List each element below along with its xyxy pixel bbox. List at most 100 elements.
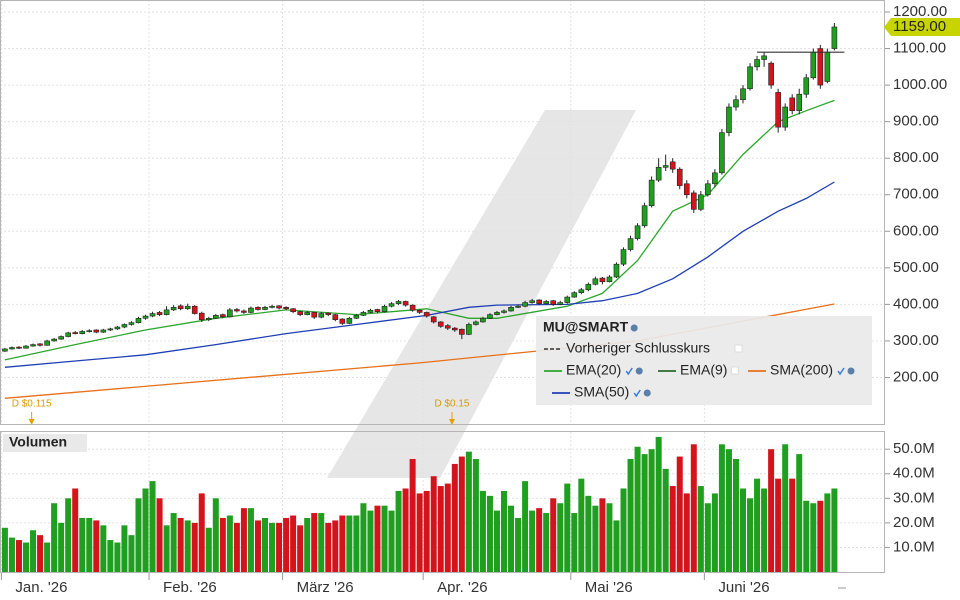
volume-bar [395, 490, 402, 572]
candle-body [627, 238, 634, 250]
volume-bar [30, 530, 37, 572]
candle-body [796, 93, 803, 111]
candle-body [494, 312, 500, 315]
candle-body [501, 310, 507, 313]
volume-bar [775, 478, 782, 572]
volume-bar [276, 522, 283, 572]
volume-bar [437, 486, 444, 572]
candle-body [423, 312, 430, 317]
volume-bar [262, 517, 269, 572]
legend-label: SMA(50) [574, 384, 629, 400]
volume-bar [465, 451, 472, 572]
candle-body [135, 317, 142, 323]
candle-body [487, 314, 493, 319]
volume-bar [634, 446, 641, 572]
legend-check [625, 367, 633, 376]
volume-bar [381, 505, 388, 572]
volume-bar [177, 517, 184, 572]
candle-body [149, 313, 156, 317]
volume-bar [486, 495, 493, 572]
volume-bar [240, 508, 247, 572]
volume-bar [374, 505, 381, 572]
candle-body [578, 289, 585, 293]
volume-bar [585, 495, 592, 572]
candle-body [817, 48, 824, 86]
price-panel-border [0, 0, 885, 425]
candle-body [262, 307, 268, 310]
y-tick-label: 200.00 [893, 368, 939, 385]
volume-bar [831, 488, 838, 572]
volume-bar [564, 483, 571, 572]
y-tick-label: 400.00 [893, 295, 939, 312]
volume-bar [318, 513, 325, 572]
candle-body [571, 292, 578, 298]
volume-bar [683, 493, 690, 572]
legend: Vorheriger Schlusskurs EMA(20) SMA(200) SMA… [544, 324, 855, 400]
candle-body [634, 225, 641, 239]
candle-body [466, 324, 472, 335]
volume-bar [578, 478, 585, 572]
candle-body [409, 304, 416, 311]
volume-bar [128, 535, 135, 572]
y-tick-label: 700.00 [893, 186, 939, 203]
volume-bar [409, 459, 416, 572]
volume-bar [430, 476, 437, 572]
volume-bar [297, 525, 304, 572]
dividend-arrow [448, 419, 455, 425]
volume-bar [592, 505, 599, 572]
volume-bar [655, 436, 662, 572]
volume-bar [254, 520, 261, 572]
candle-body [522, 302, 528, 307]
candle-body [557, 302, 564, 305]
volume-bar [522, 481, 529, 572]
candle-body [325, 312, 332, 315]
candle-body [719, 132, 725, 174]
candle-body [662, 165, 669, 168]
volume-bar [247, 508, 254, 572]
volume-bar [346, 515, 353, 572]
volume-bar [508, 505, 515, 572]
volume-bar [606, 503, 613, 572]
x-tick-label: Feb. '26 [163, 579, 217, 596]
candle-body [177, 305, 184, 310]
candle-body [381, 305, 388, 312]
volume-bar [311, 513, 318, 572]
candle-body [241, 310, 247, 313]
candle-body [515, 305, 521, 308]
candle-body [529, 300, 535, 303]
candle-body [30, 344, 36, 347]
volume-bar [416, 493, 423, 572]
volume-bar [529, 510, 536, 572]
candle-body [388, 303, 395, 307]
y-tick-label: 500.00 [893, 259, 939, 276]
candle-body [789, 97, 796, 111]
volume-bar [536, 508, 543, 572]
candle-body [2, 348, 8, 352]
candle-body [255, 307, 261, 310]
volume-title: Volumen [9, 434, 67, 450]
candle-body [37, 343, 43, 346]
candle-body [606, 276, 613, 283]
volume-bar [15, 540, 22, 572]
legend-label: EMA(20) [566, 362, 621, 378]
volume-bar [233, 522, 240, 572]
candle-body [79, 331, 86, 334]
y-tick-label: 300.00 [893, 332, 939, 349]
volume-tick-label: 50.0M [893, 440, 935, 457]
candle-body [444, 325, 451, 329]
candle-body [191, 305, 198, 314]
candle-body [395, 301, 402, 304]
candle-body [65, 332, 71, 337]
volume-bar [79, 517, 86, 572]
candle-body [100, 329, 107, 333]
candle-body [550, 300, 557, 305]
candle-body [227, 309, 233, 318]
volume-bar [641, 454, 648, 572]
candle-body [121, 324, 128, 328]
candle-body [156, 312, 163, 315]
volume-bar [648, 449, 655, 572]
dividend-label: D $0.15 [434, 399, 469, 410]
candle-body [705, 183, 711, 196]
candle-body [676, 168, 683, 186]
volume-bar [163, 525, 170, 572]
